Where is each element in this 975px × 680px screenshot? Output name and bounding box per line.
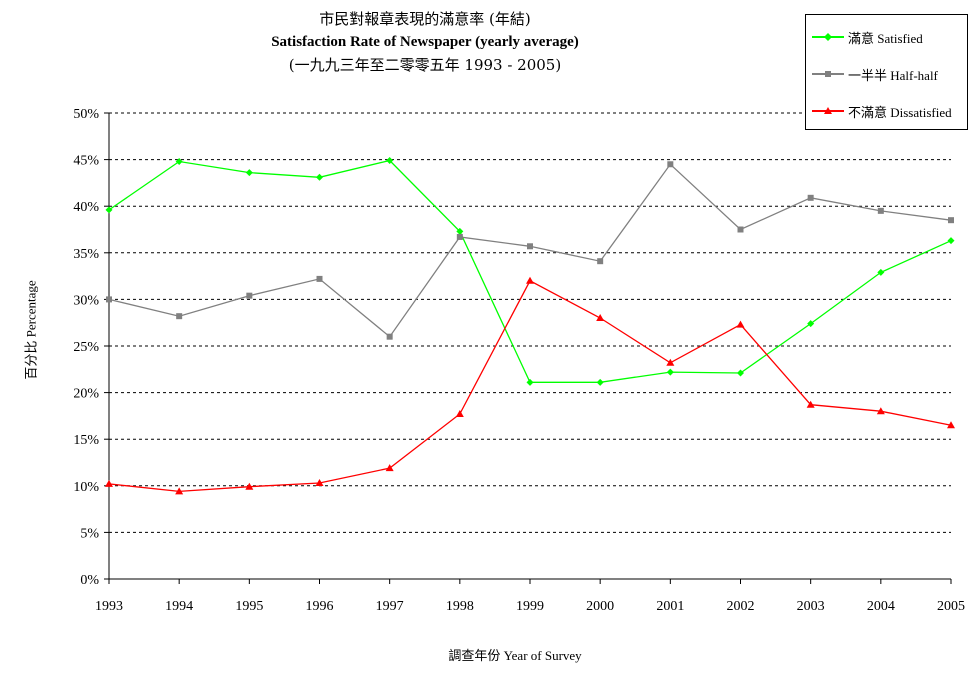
data-point-satisfied	[245, 169, 253, 177]
x-tick-label: 2004	[867, 599, 895, 614]
x-tick-label: 1998	[446, 599, 474, 614]
x-tick-label: 1997	[376, 599, 404, 614]
chart-subtitle-period: (一九九三年至二零零五年 1993 - 2005)	[288, 56, 562, 74]
y-tick-label: 40%	[73, 200, 99, 215]
y-tick-label: 0%	[80, 573, 99, 588]
data-point-half-half	[737, 226, 744, 233]
data-point-satisfied	[666, 368, 674, 376]
x-tick-label: 2002	[727, 599, 755, 614]
x-tick-label: 1995	[235, 599, 263, 614]
data-point-dissatisfied	[806, 400, 815, 408]
data-point-dissatisfied	[947, 421, 955, 429]
data-point-half-half	[597, 258, 604, 265]
y-axis-label: 百分比 Percentage	[23, 280, 39, 380]
data-point-dissatisfied	[455, 410, 464, 418]
data-point-half-half	[877, 207, 884, 214]
data-point-dissatisfied	[876, 407, 885, 415]
legend-swatch-dissatisfied	[812, 104, 844, 118]
data-point-half-half	[106, 296, 112, 303]
data-point-satisfied	[737, 369, 744, 377]
series-line-satisfied	[108, 159, 952, 383]
y-tick-label: 15%	[73, 433, 99, 448]
x-tick-label: 2000	[586, 599, 614, 614]
x-tick-label: 2005	[937, 599, 965, 614]
data-point-half-half	[667, 161, 674, 168]
data-point-half-half	[456, 233, 463, 240]
data-point-dissatisfied	[736, 320, 745, 328]
data-point-satisfied	[947, 237, 955, 245]
data-point-dissatisfied	[315, 479, 324, 487]
y-tick-label: 45%	[73, 154, 99, 169]
data-point-satisfied	[807, 320, 815, 328]
series-satisfied	[105, 157, 955, 386]
legend-label-satisfied: 滿意 Satisfied	[848, 30, 923, 46]
data-point-dissatisfied	[105, 479, 113, 487]
data-point-dissatisfied	[245, 482, 254, 490]
data-point-dissatisfied	[385, 464, 394, 472]
data-point-satisfied	[596, 378, 604, 386]
series-group	[105, 157, 955, 495]
data-point-half-half	[807, 194, 814, 201]
legend-swatch-satisfied	[812, 30, 844, 44]
series-line-dissatisfied	[108, 279, 952, 493]
y-tick-label: 50%	[73, 107, 99, 122]
data-point-satisfied	[526, 378, 534, 386]
x-axis-label: 調查年份 Year of Survey	[448, 648, 582, 663]
data-point-half-half	[246, 292, 253, 299]
data-point-dissatisfied	[666, 358, 675, 366]
data-point-satisfied	[316, 173, 323, 181]
data-point-half-half	[527, 243, 533, 250]
legend-label-dissatisfied: 不滿意 Dissatisfied	[848, 104, 952, 120]
x-tick-label: 1996	[306, 599, 334, 614]
x-tick-label: 1993	[95, 599, 123, 614]
data-point-satisfied	[456, 227, 464, 235]
data-point-half-half	[316, 275, 323, 282]
chart-titles: 市民對報章表現的滿意率 (年結) Satisfaction Rate of Ne…	[110, 8, 740, 77]
legend-swatch-half-half	[812, 67, 844, 81]
gridlines	[109, 112, 951, 533]
data-point-half-half	[386, 333, 393, 340]
data-point-dissatisfied	[596, 314, 605, 322]
y-tick-label: 10%	[73, 480, 99, 495]
data-point-satisfied	[386, 157, 394, 165]
y-tick-label: 20%	[73, 387, 99, 402]
data-point-half-half	[948, 217, 954, 224]
legend-label-half-half: 一半半 Half-half	[848, 67, 938, 83]
legend-item-satisfied: 滿意 Satisfied	[812, 27, 923, 47]
data-point-satisfied	[877, 268, 885, 276]
y-tick-label: 30%	[73, 293, 99, 308]
y-tick-labels: 0% 5% 10% 15% 20% 25% 30% 35% 40% 45% 50%	[73, 107, 99, 588]
data-point-dissatisfied	[526, 276, 534, 284]
data-point-satisfied	[105, 206, 113, 214]
chart-title-chinese: 市民對報章表現的滿意率 (年結)	[319, 10, 531, 28]
data-point-dissatisfied	[175, 487, 184, 495]
legend-item-half-half: 一半半 Half-half	[812, 64, 938, 84]
y-tick-label: 35%	[73, 247, 99, 262]
y-tick-label: 25%	[73, 340, 99, 355]
axes	[104, 112, 952, 584]
series-half-half	[106, 161, 954, 340]
data-point-satisfied	[175, 157, 183, 165]
x-tick-label: 2001	[656, 599, 684, 614]
series-line-half-half	[108, 163, 952, 338]
legend-item-dissatisfied: 不滿意 Dissatisfied	[812, 101, 952, 121]
series-dissatisfied	[105, 276, 955, 495]
data-point-half-half	[176, 313, 183, 320]
x-tick-label: 1994	[165, 599, 193, 614]
x-tick-labels: 1993 1994 1995 1996 1997 1998 1999 2000 2001 2002…	[95, 599, 965, 614]
chart-title-english: Satisfaction Rate of Newspaper (yearly a…	[271, 34, 579, 50]
y-tick-label: 5%	[80, 526, 99, 541]
legend: 滿意 Satisfied 一半半 Half-half 不滿意 Dissatisf…	[805, 14, 968, 130]
x-tick-label: 2003	[797, 599, 825, 614]
x-tick-label: 1999	[516, 599, 544, 614]
